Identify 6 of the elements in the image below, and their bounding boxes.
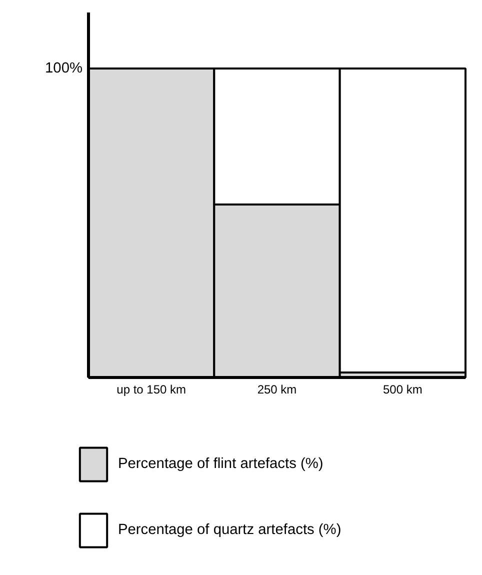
x-tick-label: 250 km — [257, 382, 297, 396]
legend-label: Percentage of quartz artefacts (%) — [118, 522, 342, 538]
x-tick-label: 500 km — [382, 382, 422, 396]
x-tick-label: up to 150 km — [116, 382, 186, 396]
text: 100% — [45, 60, 83, 76]
legend-label: Percentage of flint artefacts (%) — [118, 456, 324, 472]
